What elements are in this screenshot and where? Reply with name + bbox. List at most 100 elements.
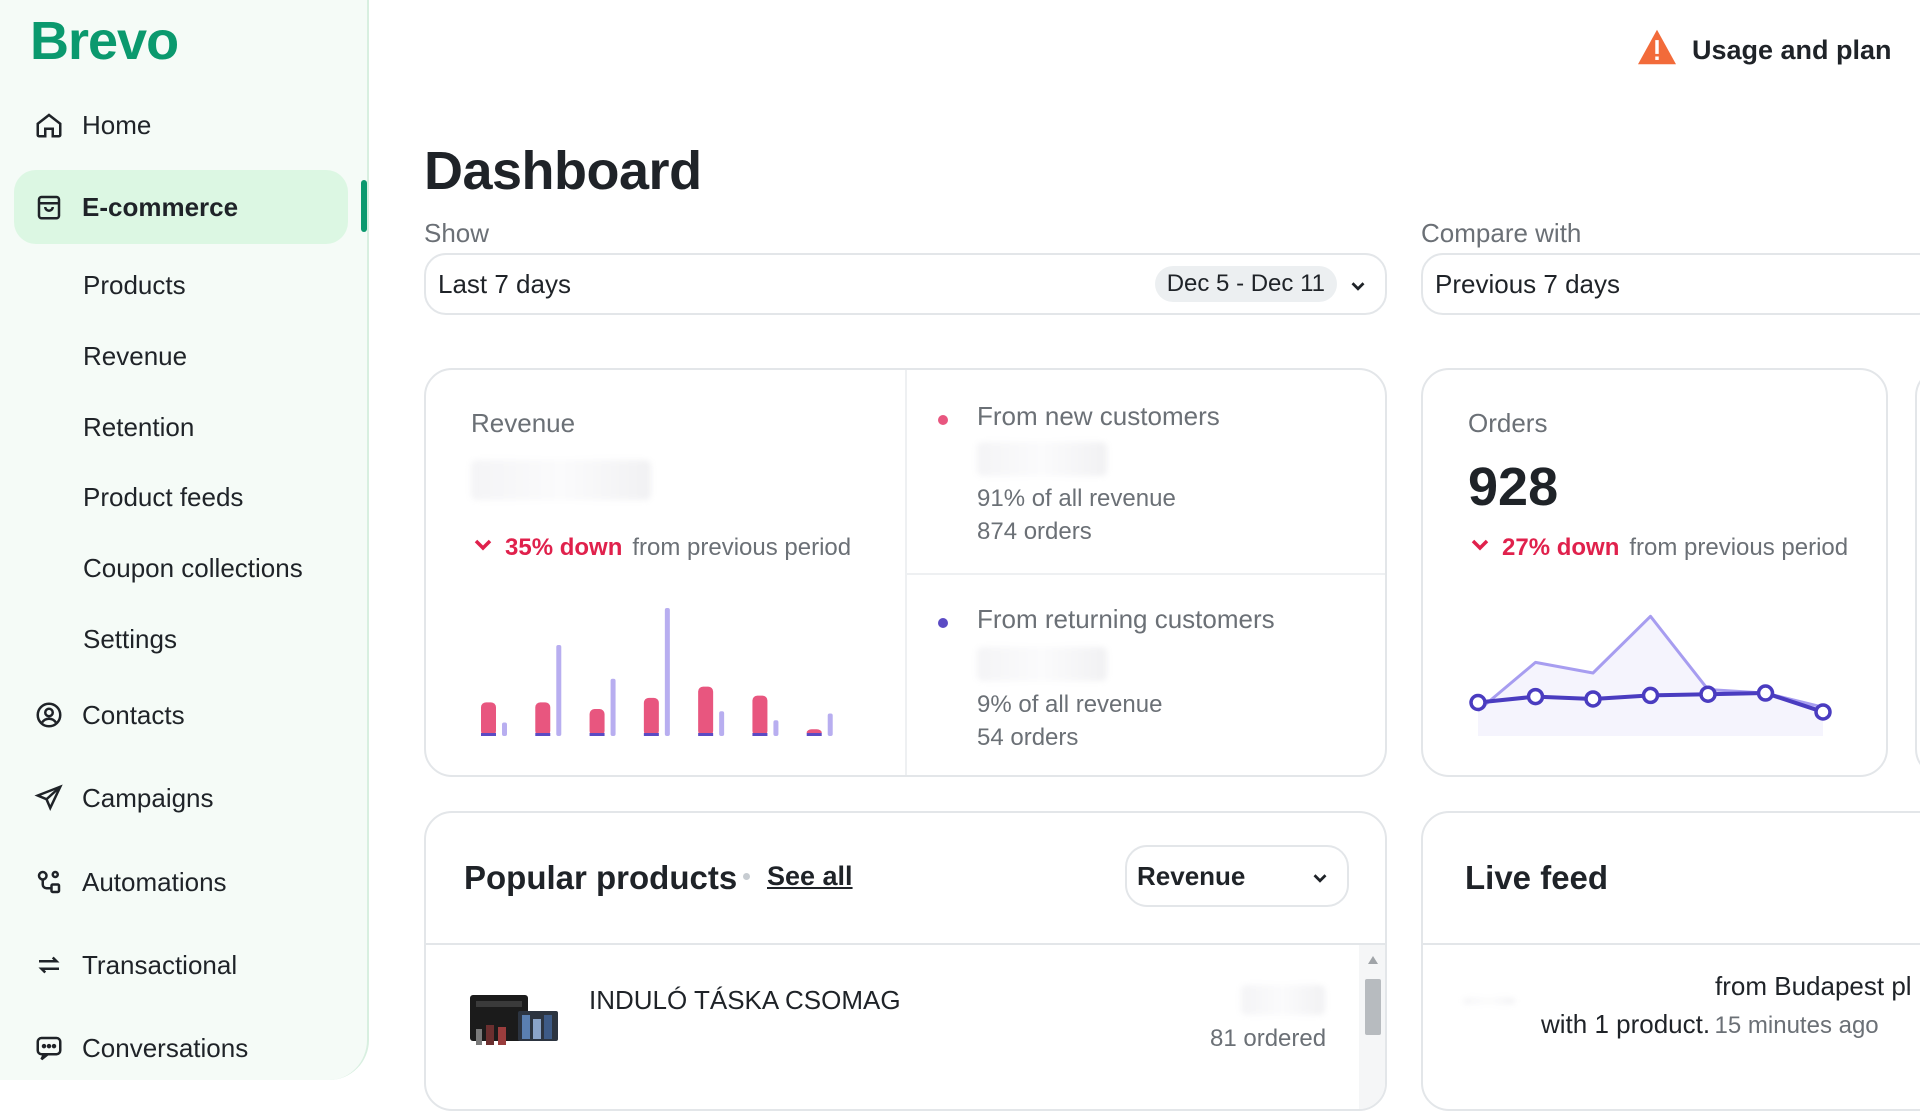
orders-change-suffix: from previous period	[1629, 533, 1849, 561]
revenue-bar-new-3	[589, 709, 605, 736]
live-feed-card: Live feed from Budapest pl with 1 produc…	[1421, 811, 1920, 1111]
revenue-change-suffix: from previous period	[632, 533, 852, 561]
revenue-bar-base-6	[752, 733, 768, 736]
see-all-link[interactable]: See all	[767, 861, 853, 891]
sidebar-item-transactional[interactable]: Transactional	[14, 928, 348, 1002]
sidebar-subitem-retention[interactable]: Retention	[83, 412, 195, 442]
feed-line-1: from Budapest pl	[1715, 971, 1912, 1001]
orders-title: Orders	[1468, 408, 1548, 438]
separator-dot	[743, 873, 750, 880]
returning-customers-label: From returning customers	[977, 604, 1275, 634]
user-circle-icon	[32, 698, 66, 732]
sidebar-item-label: Home	[82, 109, 152, 140]
returning-customers-orders: 54 orders	[977, 724, 1079, 751]
revenue-bar-base-2	[535, 733, 551, 736]
sidebar-item-label: E-commerce	[82, 191, 239, 222]
show-label: Show	[424, 218, 490, 248]
product-revenue-hidden	[1241, 985, 1325, 1015]
orders-previous-area	[1478, 616, 1823, 736]
sidebar-item-label: Transactional	[82, 949, 238, 980]
live-feed-title: Live feed	[1465, 859, 1609, 896]
returning-customers-value-hidden	[977, 647, 1107, 681]
orders-point-5	[1699, 685, 1717, 703]
metric-select[interactable]: Revenue	[1125, 845, 1349, 907]
compare-label: Compare with	[1421, 218, 1582, 248]
revenue-bar-returning-4	[664, 608, 670, 736]
product-thumbnail	[466, 985, 562, 1053]
orders-point-3	[1584, 690, 1602, 708]
revenue-title: Revenue	[471, 408, 576, 438]
sidebar-item-home[interactable]: Home	[14, 88, 348, 162]
orders-line-chart	[1469, 614, 1832, 736]
period-value: Last 7 days	[438, 268, 571, 299]
feed-text: with 1 product.	[1541, 1009, 1711, 1039]
chat-icon	[32, 1031, 66, 1065]
orders-change-value: 27% down	[1502, 533, 1620, 561]
list-scrollbar[interactable]	[1359, 945, 1385, 1109]
page-title: Dashboard	[424, 141, 702, 201]
orders-point-1	[1469, 693, 1487, 712]
sidebar-subitem-products[interactable]: Products	[83, 270, 186, 300]
revenue-bar-returning-5	[719, 711, 725, 736]
scroll-up-icon[interactable]	[1367, 955, 1379, 965]
revenue-value-hidden	[471, 460, 651, 500]
metric-value: Revenue	[1137, 860, 1246, 891]
date-range-badge: Dec 5 - Dec 11	[1154, 266, 1337, 302]
orders-value: 928	[1468, 457, 1559, 517]
automation-icon	[32, 865, 66, 899]
header-divider	[1423, 943, 1920, 945]
active-indicator	[361, 180, 367, 232]
feed-line-2: with 1 product. 15 minutes ago	[1541, 1009, 1879, 1040]
revenue-bar-returning-2	[556, 645, 562, 736]
new-customers-label: From new customers	[977, 401, 1220, 431]
sidebar-subitem-coupon-collections[interactable]: Coupon collections	[83, 553, 303, 583]
sidebar-item-ecommerce[interactable]: E-commerce	[14, 170, 348, 244]
product-name: INDULÓ TÁSKA CSOMAG	[589, 985, 901, 1015]
revenue-change: 35% down from previous period	[471, 533, 851, 562]
revenue-bar-new-5	[698, 686, 714, 736]
revenue-bar-returning-6	[773, 720, 779, 736]
home-icon	[32, 108, 66, 142]
revenue-bar-new-4	[643, 697, 659, 736]
revenue-bar-new-2	[535, 702, 551, 736]
sidebar-subitem-product-feeds[interactable]: Product feeds	[83, 482, 244, 512]
sidebar-item-label: Automations	[82, 866, 227, 897]
sidebar-item-campaigns[interactable]: Campaigns	[14, 761, 348, 835]
compare-select[interactable]: Previous 7 days	[1421, 253, 1920, 315]
revenue-bar-new-1	[481, 702, 496, 736]
swap-arrows-icon	[32, 948, 66, 982]
sidebar-item-label: Contacts	[82, 699, 185, 730]
revenue-bar-base-7	[806, 733, 822, 736]
new-customers-dot	[938, 415, 948, 425]
usage-and-plan-button[interactable]: Usage and plan	[1636, 28, 1892, 73]
revenue-bar-base-4	[643, 733, 659, 736]
scrollbar-thumb[interactable]	[1365, 979, 1381, 1035]
orders-card: Orders 928 27% down from previous period	[1421, 368, 1888, 777]
revenue-bar-chart	[481, 608, 833, 736]
sidebar-subitem-revenue[interactable]: Revenue	[83, 341, 188, 371]
popular-products-title: Popular products	[464, 859, 738, 896]
brevo-logo[interactable]: Brevo	[30, 11, 179, 71]
revenue-change-value: 35% down	[505, 533, 623, 561]
sidebar-subitem-settings[interactable]: Settings	[83, 624, 177, 654]
sidebar-item-label: Conversations	[82, 1032, 249, 1063]
product-ordered: 81 ordered	[1210, 1025, 1327, 1052]
sidebar-item-conversations[interactable]: Conversations	[14, 1011, 348, 1085]
sidebar-item-contacts[interactable]: Contacts	[14, 678, 348, 752]
new-customers-orders: 874 orders	[977, 518, 1092, 545]
period-select[interactable]: Last 7 days Dec 5 - Dec 11	[424, 253, 1387, 315]
orders-point-6	[1756, 684, 1775, 702]
card-divider	[907, 573, 1385, 575]
new-customers-share: 91% of all revenue	[977, 485, 1176, 512]
chevron-down-icon	[1309, 865, 1331, 896]
revenue-bar-base-5	[698, 733, 714, 736]
orders-point-4	[1641, 686, 1660, 705]
send-icon	[32, 781, 66, 815]
orders-change: 27% down from previous period	[1468, 533, 1848, 562]
shopping-bag-icon	[32, 190, 66, 224]
sidebar-item-automations[interactable]: Automations	[14, 845, 348, 919]
feed-timestamp: 15 minutes ago	[1714, 1012, 1879, 1039]
sidebar-item-label: Campaigns	[82, 782, 214, 813]
popular-products-card: Popular products See all Revenue INDULÓ …	[424, 811, 1387, 1111]
revenue-bar-returning-3	[610, 678, 616, 736]
